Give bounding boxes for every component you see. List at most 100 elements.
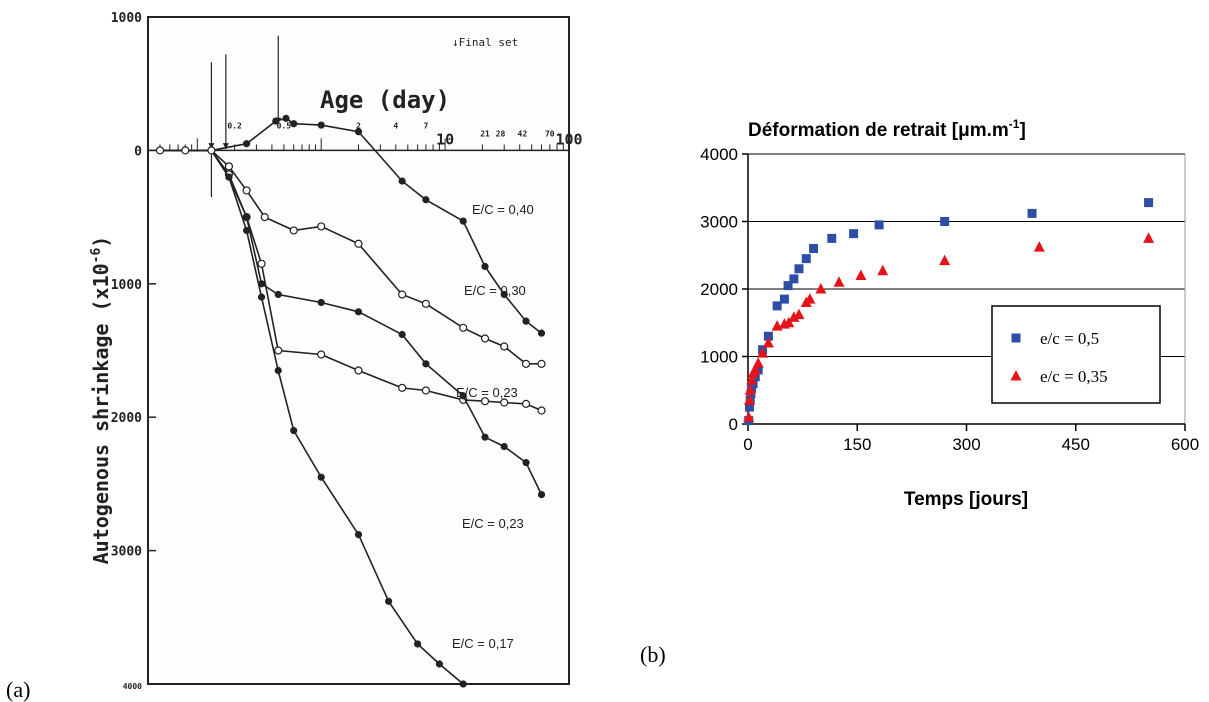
panel-b-point-s1 — [744, 384, 756, 395]
panel-a-point — [282, 114, 290, 122]
panel-a-point — [243, 140, 251, 148]
final-set-arrowhead — [208, 143, 215, 150]
panel-b-x-tick-label: 300 — [952, 435, 980, 454]
panel-b-point-s1 — [939, 254, 951, 266]
panel-a-point — [385, 597, 393, 605]
panel-b-point-s0 — [940, 217, 950, 226]
panel-a-point — [207, 146, 216, 155]
panel-a-point — [224, 162, 234, 171]
panel-a-series-label: E/C = 0,23 — [462, 516, 524, 531]
panel-a-x-tick-label: 21 — [480, 129, 490, 138]
panel-a-label: (a) — [6, 677, 30, 702]
panel-a-point — [257, 259, 266, 268]
panel-a-point — [537, 359, 546, 368]
panel-a-x-tick-label: 100 — [555, 130, 582, 148]
panel-a-point — [398, 177, 406, 185]
panel-a-point — [354, 308, 363, 316]
panel-b-point-s1 — [783, 316, 795, 328]
panel-a-ylabel-close: ) — [89, 236, 113, 248]
panel-a-point — [421, 299, 431, 308]
panel-b-point-s1 — [877, 264, 889, 276]
panel-a-point — [500, 398, 509, 407]
panel-b-point-s1 — [762, 337, 774, 348]
panel-b-point-s1 — [757, 347, 769, 358]
panel-a-x-tick-label: 4 — [393, 121, 398, 130]
panel-b-point-s0 — [779, 294, 789, 304]
panel-a-ylabel-exp: -6 — [89, 248, 104, 264]
panel-a-point — [317, 473, 325, 481]
panel-a-point — [398, 330, 406, 339]
panel-a-point — [225, 173, 233, 181]
panel-a-x-tick-label: 42 — [518, 129, 528, 138]
panel-a-chart: (a) ↓Final set Age (day) Autogenous shri… — [6, 11, 583, 702]
panel-b-point-s0 — [827, 233, 837, 243]
panel-a-point — [500, 342, 509, 351]
panel-a-point — [274, 290, 282, 299]
panel-b-x-tick-label: 600 — [1171, 435, 1199, 454]
panel-b-point-s1 — [743, 411, 755, 422]
panel-b-y-tick-label: 4000 — [700, 145, 738, 164]
panel-b-y-tick-label: 3000 — [700, 213, 738, 232]
panel-a-point — [354, 530, 363, 539]
panel-b-title-close: ] — [1019, 120, 1025, 141]
panel-a-x-axis-title: Age (day) — [320, 86, 450, 114]
panel-a-x-tick-label: 0.5 — [277, 121, 292, 130]
panel-a-point — [435, 660, 444, 668]
panel-b-point-s0 — [849, 229, 859, 239]
panel-b-x-tick-label: 0 — [743, 435, 752, 454]
panel-b-x-axis-title: Temps [jours] — [904, 489, 1028, 510]
panel-a-y-axis-title: Autogenous shrinkage (x10-6) — [89, 236, 113, 565]
panel-b-y-tick-label: 0 — [729, 415, 738, 434]
panel-a-point — [459, 680, 467, 688]
panel-a-x-tick-label: 10 — [436, 130, 454, 148]
panel-a-point — [317, 298, 325, 307]
panel-a-series-label: E/C = 0,23 — [456, 385, 518, 400]
panel-b-y-tick-label: 2000 — [700, 280, 738, 299]
panel-a-y-tick-label: 2000 — [111, 411, 142, 426]
panel-a-point — [422, 360, 430, 368]
panel-b-x-tick-label: 450 — [1062, 435, 1090, 454]
panel-b-point-s1 — [752, 357, 764, 368]
panel-a-y-tick-label: 0 — [134, 144, 142, 159]
panel-b-legend-swatch — [1010, 370, 1022, 381]
panel-a-point — [422, 196, 430, 204]
panel-b-point-s1 — [793, 308, 805, 320]
panel-a-point — [155, 146, 165, 155]
panel-b-legend: e/c = 0,5 e/c = 0,35 — [991, 305, 1161, 404]
panel-a-point — [521, 359, 531, 368]
panel-b-point-s1 — [1143, 232, 1155, 243]
panel-a-point — [537, 329, 546, 337]
panel-a-point — [242, 186, 251, 195]
panel-a-point — [243, 226, 251, 235]
panel-a-ylabel-text: Autogenous shrinkage (x10 — [89, 263, 113, 564]
panel-b-point-s1 — [749, 364, 761, 375]
panel-a-point — [289, 226, 298, 235]
panel-a-point — [260, 213, 269, 222]
panel-a-y-tick-label: 3000 — [111, 545, 142, 560]
panel-a-series-line-1 — [160, 149, 542, 365]
panel-a-point — [317, 121, 325, 129]
panel-a-point — [354, 128, 363, 136]
panel-a-series-label: E/C = 0,40 — [472, 202, 534, 217]
panel-a-series-label: E/C = 0,30 — [464, 283, 526, 298]
panel-a-y-tick-label: 4000 — [123, 682, 142, 691]
panel-b-point-s0 — [789, 274, 799, 284]
panel-b-point-s1 — [855, 269, 867, 280]
panel-a-point — [354, 366, 363, 375]
panel-a-x-tick-label: 0.2 — [227, 121, 242, 130]
panel-a-point — [317, 350, 326, 359]
panel-a-point — [243, 213, 251, 221]
panel-b-legend-swatch — [1011, 333, 1021, 343]
panel-b-point-s1 — [1033, 241, 1045, 252]
panel-b-x-tick-label: 150 — [843, 435, 871, 454]
panel-a-point — [481, 262, 489, 271]
panel-a-point — [354, 239, 363, 248]
panel-a-y-tick-label: 1000 — [111, 11, 142, 26]
panel-a-y-tick-label: 1000 — [111, 278, 142, 293]
panel-b-point-s0 — [794, 264, 804, 274]
panel-a-point — [500, 290, 508, 299]
panel-a-point — [414, 640, 422, 648]
panel-a-point — [274, 346, 283, 355]
panel-b-title-exp: -1 — [1009, 117, 1020, 131]
panel-a-series-line-4 — [160, 149, 464, 685]
